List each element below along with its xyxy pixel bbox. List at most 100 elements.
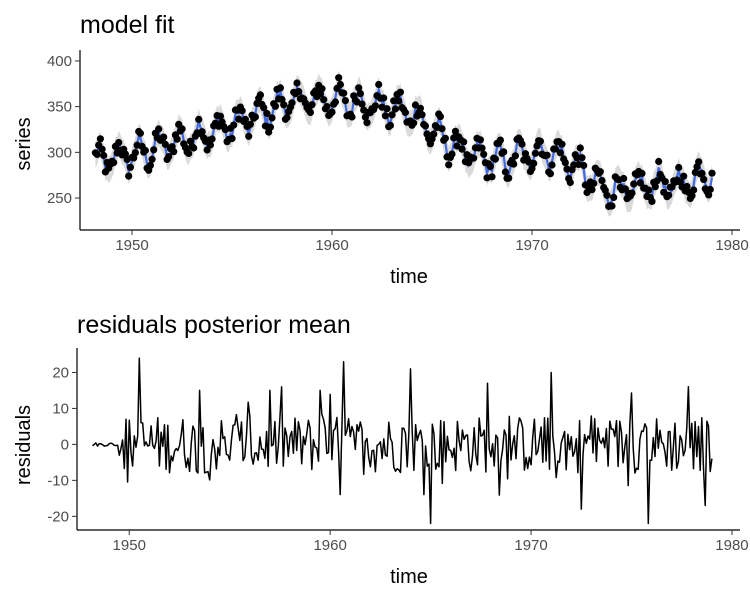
- data-point: [675, 163, 683, 172]
- x-tick-label: 1960: [315, 237, 348, 254]
- chart-title: model fit: [80, 11, 175, 39]
- data-point: [576, 144, 584, 152]
- data-point: [96, 135, 104, 143]
- data-point: [260, 104, 268, 112]
- residuals-chart: residuals posterior mean time residuals …: [13, 311, 749, 588]
- data-point: [228, 134, 236, 143]
- data-point: [110, 159, 118, 167]
- data-point: [651, 183, 659, 191]
- data-point: [630, 180, 638, 188]
- data-point: [131, 149, 139, 157]
- data-point: [170, 148, 178, 156]
- y-tick-label: -10: [47, 472, 69, 489]
- data-point: [336, 80, 344, 89]
- data-point: [441, 134, 449, 142]
- data-point: [245, 132, 253, 140]
- data-point: [596, 168, 604, 176]
- data-point: [208, 135, 216, 143]
- data-point: [380, 94, 388, 102]
- data-point: [295, 88, 303, 96]
- data-point: [241, 115, 249, 123]
- data-point: [355, 84, 363, 92]
- data-point: [608, 202, 616, 210]
- data-point: [448, 150, 456, 158]
- data-point: [401, 108, 409, 117]
- data-point: [256, 91, 264, 99]
- data-point: [283, 113, 291, 122]
- data-point: [500, 148, 508, 156]
- data-point: [551, 145, 560, 153]
- data-point: [335, 74, 343, 82]
- data-point: [251, 113, 259, 121]
- data-point: [705, 191, 713, 199]
- data-point: [610, 193, 618, 201]
- data-point: [688, 192, 696, 200]
- data-point: [636, 179, 644, 187]
- data-point: [410, 119, 418, 127]
- chart-title: residuals posterior mean: [77, 311, 351, 339]
- data-point: [371, 102, 379, 110]
- data-point: [561, 159, 569, 167]
- data-point: [306, 108, 314, 117]
- model-fit-chart: model fit time series 1950 1960 1970 1980 25…: [13, 11, 749, 288]
- data-point: [381, 112, 389, 120]
- data-point: [486, 162, 494, 170]
- y-tick-label: 400: [47, 53, 72, 70]
- y-tick-label: 300: [47, 144, 72, 161]
- data-point: [348, 113, 356, 121]
- data-point: [155, 125, 163, 133]
- data-point: [496, 136, 504, 144]
- data-point: [480, 150, 488, 158]
- data-point: [445, 161, 453, 169]
- data-point: [421, 122, 429, 130]
- data-point: [238, 107, 246, 115]
- data-point: [363, 119, 371, 127]
- data-point: [598, 177, 606, 185]
- data-point: [556, 149, 564, 157]
- data-point: [460, 138, 468, 146]
- x-tick-label: 1960: [313, 537, 346, 554]
- data-point: [276, 84, 284, 92]
- data-point: [706, 185, 714, 194]
- data-point: [396, 88, 404, 96]
- data-point: [320, 96, 328, 104]
- data-point: [93, 150, 101, 158]
- y-tick-label: 350: [47, 99, 72, 116]
- data-point: [438, 125, 446, 133]
- y-axis-label: series: [13, 117, 35, 170]
- data-point: [280, 101, 288, 109]
- data-point: [391, 105, 399, 113]
- data-point: [620, 174, 628, 183]
- data-point: [566, 178, 574, 187]
- data-point: [150, 146, 158, 154]
- data-point: [708, 169, 716, 177]
- data-point: [206, 141, 214, 149]
- data-point: [548, 161, 556, 169]
- x-tick-label: 1980: [715, 237, 748, 254]
- data-point: [268, 114, 276, 122]
- data-point: [700, 175, 708, 183]
- data-point: [573, 154, 581, 162]
- data-point: [510, 160, 518, 168]
- data-point: [185, 149, 193, 157]
- data-point: [511, 152, 519, 160]
- data-point: [136, 129, 144, 137]
- data-point: [263, 109, 271, 118]
- data-point: [546, 170, 555, 178]
- observed-points: [91, 74, 716, 210]
- data-point: [501, 168, 509, 176]
- data-point: [491, 155, 499, 163]
- data-point: [341, 97, 349, 105]
- data-point: [478, 144, 486, 152]
- data-point: [655, 157, 663, 166]
- data-point: [340, 89, 348, 97]
- data-point: [190, 144, 198, 152]
- data-point: [198, 128, 206, 136]
- data-point: [536, 137, 545, 145]
- data-point: [288, 99, 296, 107]
- data-point: [216, 112, 224, 120]
- data-point: [698, 169, 706, 177]
- data-point: [603, 191, 611, 199]
- residuals-line: [92, 357, 713, 525]
